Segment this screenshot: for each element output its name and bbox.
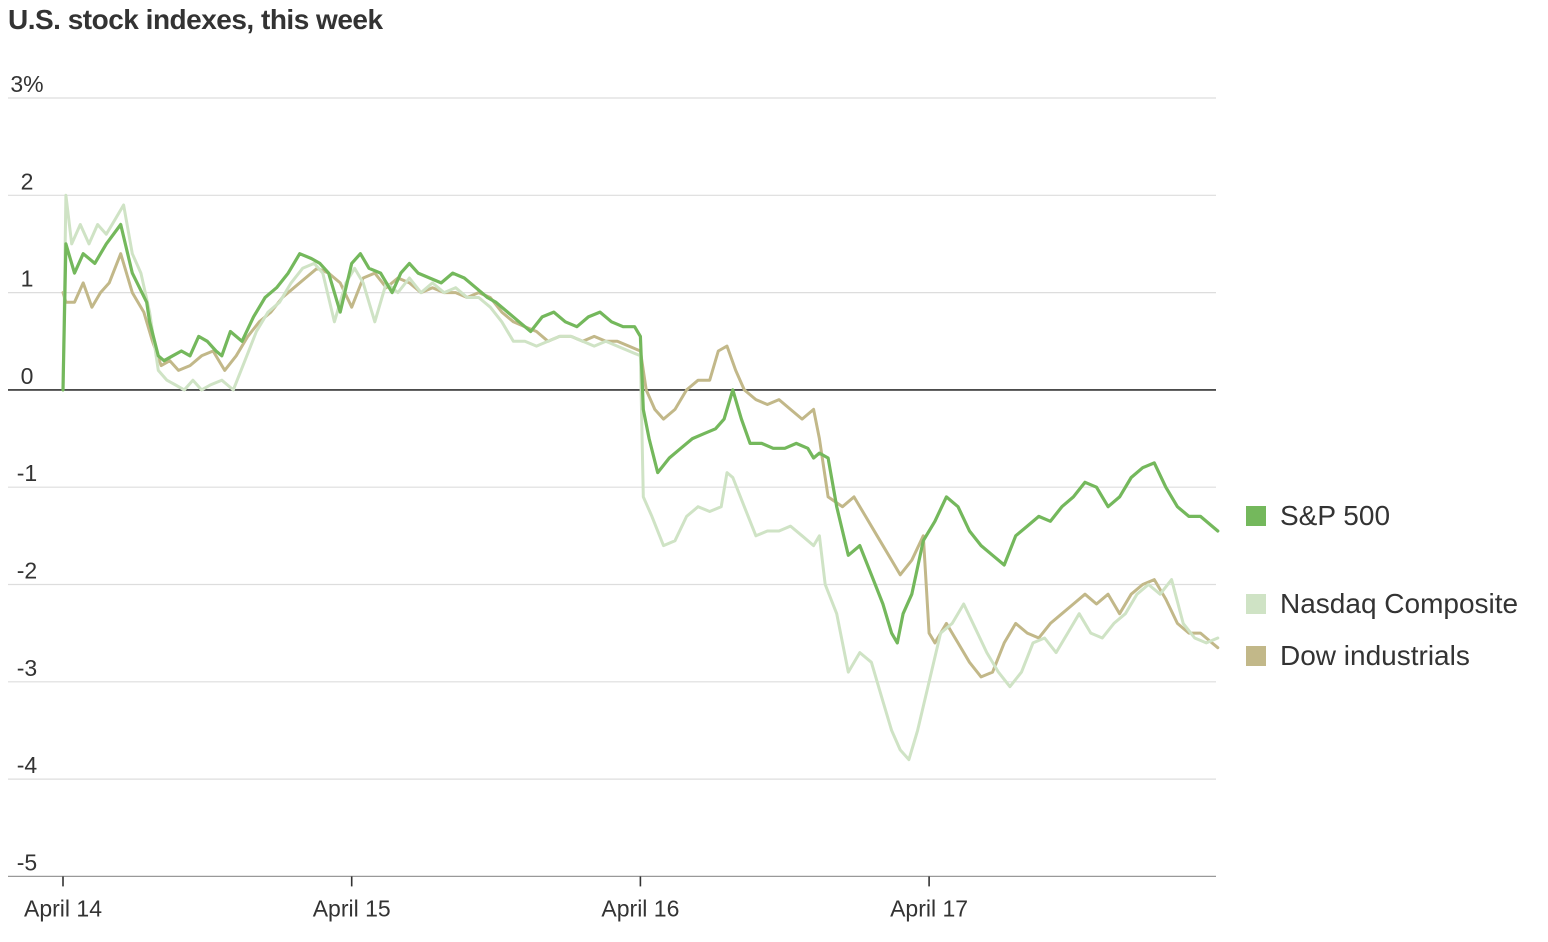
series-layer [61,193,1220,762]
x-tick-label: April 14 [24,895,102,921]
legend-item: Dow industrials [1246,640,1470,672]
y-tick-label: 2 [21,168,34,194]
legend-label: Dow industrials [1280,640,1470,671]
x-tick-label: April 17 [890,895,968,921]
legend-item: Nasdaq Composite [1246,588,1518,620]
y-tick-label: -4 [17,752,38,778]
legend-swatch [1246,506,1266,526]
series-line-nasdaq-composite [61,193,1220,762]
axis-layer: 3% 2 1 0 -1 -2 -3 -4 -5 April 14 April 15 April 16 A… [10,71,968,921]
y-tick-label: -3 [17,655,37,681]
y-tick-label: 3% [10,71,43,97]
y-tick-label: -1 [17,460,37,486]
y-tick-label: -2 [17,558,37,584]
y-tick-label: 0 [21,363,34,389]
grid-layer [8,97,1216,878]
legend-swatch [1246,594,1266,614]
legend-label: Nasdaq Composite [1280,588,1519,619]
series-line-s-p-500 [61,222,1220,645]
chart-title: U.S. stock indexes, this week [8,4,383,35]
legend-swatch [1246,646,1266,666]
y-tick-label: -5 [17,849,37,875]
series-line-dow-industrials [61,252,1220,679]
legend-item: S&P 500 [1246,500,1390,532]
y-tick-label: 1 [21,266,34,292]
x-tick-label: April 16 [601,895,679,921]
x-tick-label: April 15 [313,895,391,921]
legend-label: S&P 500 [1280,500,1391,531]
